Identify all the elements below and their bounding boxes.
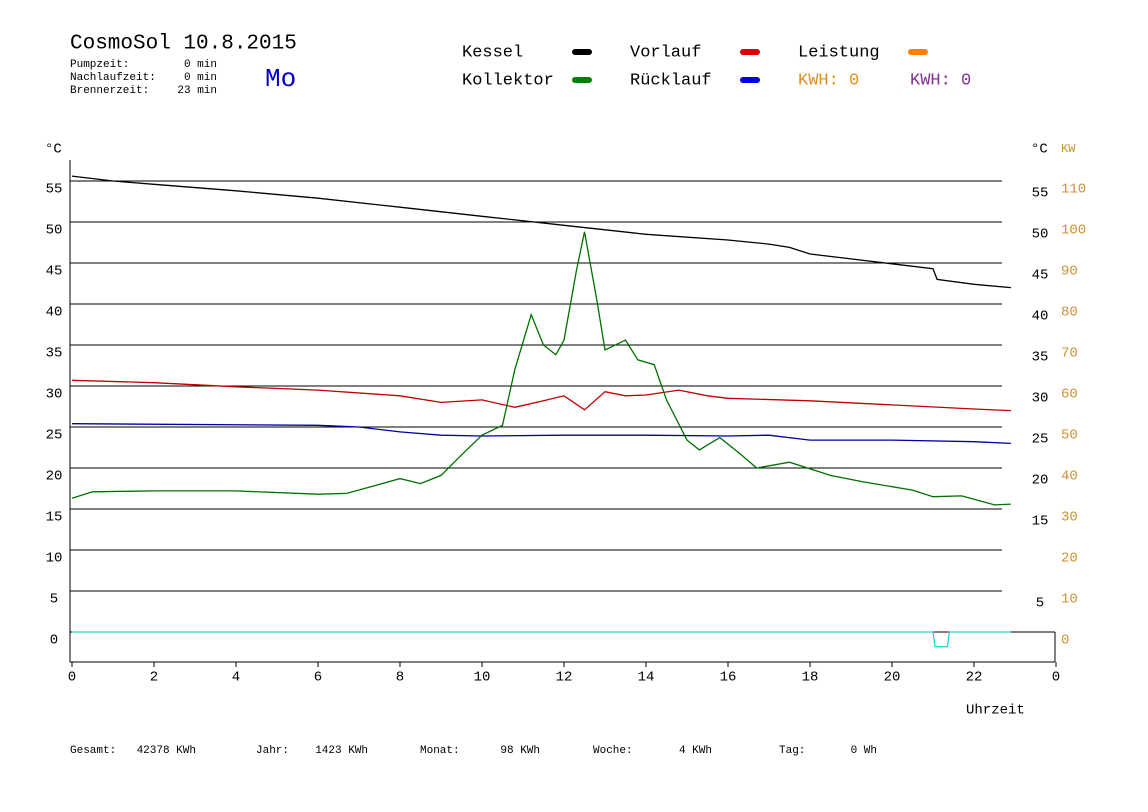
footer-value: 42378 KWh <box>137 745 196 757</box>
x-tick-label: 22 <box>966 670 983 686</box>
legend-label: Vorlauf <box>630 43 701 62</box>
x-tick-label: 12 <box>556 670 573 686</box>
y-tick-label-right: 45 <box>1032 268 1049 284</box>
y-tick-label: 15 <box>46 510 63 526</box>
y-tick-label: 35 <box>46 346 63 362</box>
kwh-label: KWH: 0 <box>798 71 859 90</box>
x-tick-label: 0 <box>68 670 76 686</box>
x-tick-label: 0 <box>1052 670 1060 686</box>
footer-value: 1423 KWh <box>315 745 368 757</box>
footer-label: Jahr: <box>256 745 289 757</box>
y2-tick-label: 40 <box>1061 469 1078 485</box>
y-tick-label: 5 <box>50 592 58 608</box>
series-line <box>71 231 1011 506</box>
footer-value: 0 Wh <box>851 745 877 757</box>
y2-tick-label: 20 <box>1061 551 1078 567</box>
kwh-label: KWH: 0 <box>910 71 971 90</box>
y2-tick-label: 80 <box>1061 305 1078 321</box>
x-tick-label: 16 <box>720 670 737 686</box>
y-tick-label: 20 <box>46 469 63 485</box>
legend-label: Leistung <box>798 43 880 62</box>
legend-label: Kollektor <box>462 71 554 90</box>
y2-axis-label: KW <box>1061 142 1076 156</box>
series-line <box>71 423 1011 445</box>
y2-tick-label: 0 <box>1061 633 1069 649</box>
series-line <box>71 175 1011 289</box>
legend-swatch <box>572 77 592 83</box>
chart-title: CosmoSol 10.8.2015 <box>70 33 297 56</box>
y-tick-label-right: 15 <box>1032 514 1049 530</box>
footer-label: Gesamt: <box>70 745 116 757</box>
y2-tick-label: 10 <box>1061 592 1078 608</box>
x-tick-label: 6 <box>314 670 322 686</box>
info-label: Nachlaufzeit: <box>70 72 156 84</box>
y2-tick-label: 30 <box>1061 510 1078 526</box>
legend-label: Rücklauf <box>630 71 712 90</box>
y-tick-label-right: 25 <box>1032 432 1049 448</box>
legend-swatch <box>572 49 592 55</box>
x-tick-label: 8 <box>396 670 404 686</box>
y2-tick-label: 100 <box>1061 223 1086 239</box>
x-tick-label: 4 <box>232 670 240 686</box>
y-tick-label: 30 <box>46 387 63 403</box>
legend-swatch <box>740 77 760 83</box>
footer-label: Woche: <box>593 745 633 757</box>
series-line <box>71 379 1011 412</box>
y2-tick-label: 70 <box>1061 346 1078 362</box>
footer-label: Monat: <box>420 745 460 757</box>
y-tick-label: 50 <box>46 223 63 239</box>
footer-value: 4 KWh <box>679 745 712 757</box>
y-tick-label: 40 <box>46 305 63 321</box>
info-label: Brennerzeit: <box>70 85 149 97</box>
x-tick-label: 14 <box>638 670 655 686</box>
y-axis-label: °C <box>45 142 62 158</box>
info-label: Pumpzeit: <box>70 59 129 71</box>
y-tick-label: 55 <box>46 182 63 198</box>
y-tick-label-right: 35 <box>1032 350 1049 366</box>
series-line <box>72 631 1011 648</box>
y2-tick-label: 110 <box>1061 182 1086 198</box>
y-axis-label-right: °C <box>1031 142 1048 158</box>
y2-tick-label: 50 <box>1061 428 1078 444</box>
footer-label: Tag: <box>779 745 805 757</box>
legend-swatch <box>740 49 760 55</box>
y2-tick-label: 90 <box>1061 264 1078 280</box>
y-tick-label-right: 20 <box>1032 473 1049 489</box>
info-value: 0 min <box>184 59 217 71</box>
info-value: 23 min <box>177 85 217 97</box>
x-axis-label: Uhrzeit <box>966 703 1025 719</box>
y-tick-label: 45 <box>46 264 63 280</box>
day-label: Mo <box>265 64 296 94</box>
y-tick-label-right: 55 <box>1032 186 1049 202</box>
y-tick-label: 25 <box>46 428 63 444</box>
y-tick-label-right: 40 <box>1032 309 1049 325</box>
legend-swatch <box>908 49 928 55</box>
x-tick-label: 18 <box>802 670 819 686</box>
y-tick-label-right: 50 <box>1032 227 1049 243</box>
y-tick-label-right: 30 <box>1032 391 1049 407</box>
x-tick-label: 10 <box>474 670 491 686</box>
y-tick-label: 0 <box>50 633 58 649</box>
info-value: 0 min <box>184 72 217 84</box>
y-tick-label: 10 <box>46 551 63 567</box>
footer-value: 98 KWh <box>500 745 540 757</box>
x-tick-label: 20 <box>884 670 901 686</box>
y2-tick-label: 60 <box>1061 387 1078 403</box>
legend-label: Kessel <box>462 43 523 62</box>
y-tick-label-right: 5 <box>1036 596 1044 612</box>
x-tick-label: 2 <box>150 670 158 686</box>
